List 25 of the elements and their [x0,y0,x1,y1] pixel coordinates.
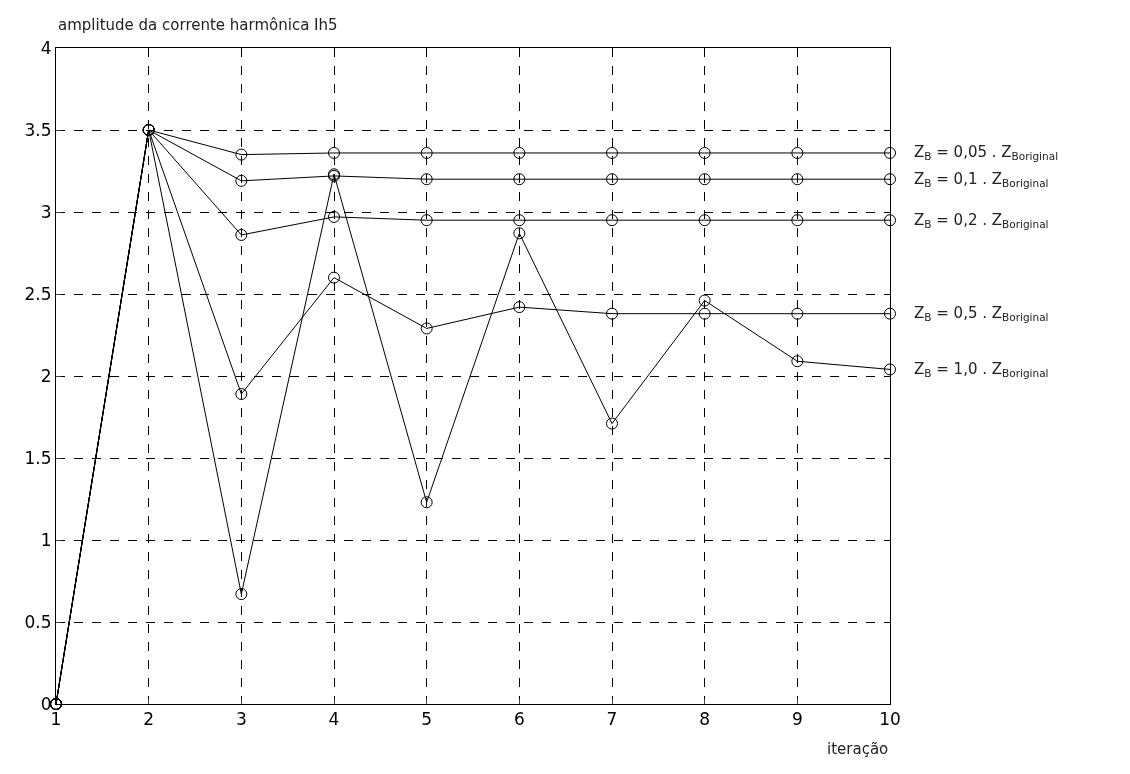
x-tick-label: 2 [143,709,155,730]
series-label: Z$_{B}$ = 1,0 . Z$_{Boriginal}$ [914,360,1049,380]
y-tick-label: 2.5 [24,283,52,304]
x-tick-label: 9 [791,709,803,730]
x-tick-label: 8 [699,709,711,730]
y-tick-label: 1.5 [24,447,52,468]
x-tick-label: 6 [513,709,525,730]
x-tick-label: 5 [421,709,433,730]
series-label: Z$_{B}$ = 0,5 . Z$_{Boriginal}$ [914,304,1049,324]
y-tick-label: 0.5 [24,611,52,632]
x-tick-label: 10 [879,709,901,730]
series-label: Z$_{B}$ = 0,1 . Z$_{Boriginal}$ [914,170,1049,190]
y-tick-label: 1 [40,529,52,550]
series-label: Z$_{B}$ = 0,2 . Z$_{Boriginal}$ [914,211,1049,231]
y-tick-label: 4 [40,37,52,58]
y-tick-label: 0 [40,693,52,714]
y-tick-label: 2 [40,365,52,386]
series-label: Z$_{B}$ = 0,05 . Z$_{Boriginal}$ [914,143,1059,163]
x-tick-label: 4 [328,709,340,730]
x-tick-label: 3 [235,709,247,730]
y-tick-label: 3 [40,201,52,222]
x-axis-title: iteração [827,740,889,758]
x-tick-label: 7 [606,709,618,730]
y-axis-title: amplitude da corrente harmônica Ih5 [58,16,338,34]
y-tick-label: 3.5 [24,119,52,140]
